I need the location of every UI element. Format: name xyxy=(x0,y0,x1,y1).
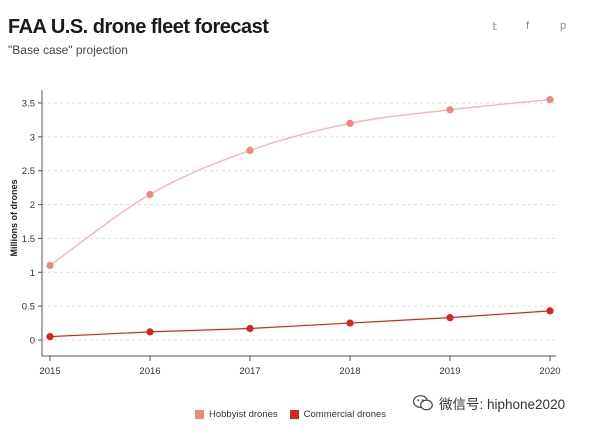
data-point-hobbyist[interactable] xyxy=(446,106,454,114)
chart-title: FAA U.S. drone fleet forecast xyxy=(8,16,269,38)
y-tick-label: 1 xyxy=(30,268,35,279)
y-tick-label: 0 xyxy=(30,336,35,347)
data-point-hobbyist[interactable] xyxy=(246,146,254,154)
chart-subtitle: "Base case" projection xyxy=(8,43,128,57)
legend-label-hobbyist: Hobbyist drones xyxy=(209,409,278,420)
data-point-commercial[interactable] xyxy=(446,314,454,322)
y-tick-labels: 0 0.5 1 1.5 2 2.5 3 3.5 xyxy=(22,99,42,347)
x-tick-labels: 2015 2016 2017 2018 2019 2020 xyxy=(39,356,561,377)
data-point-hobbyist[interactable] xyxy=(346,119,354,127)
data-point-commercial[interactable] xyxy=(546,307,554,315)
data-point-commercial[interactable] xyxy=(146,328,154,336)
data-point-commercial[interactable] xyxy=(246,324,254,333)
y-tick-label: 2.5 xyxy=(22,166,35,177)
y-tick-label: 2 xyxy=(30,200,35,211)
y-tick-label: 3.5 xyxy=(22,99,35,110)
grid-lines xyxy=(42,102,556,341)
y-tick-label: 0.5 xyxy=(22,302,35,313)
legend-item-commercial[interactable]: Commercial drones xyxy=(289,409,387,420)
x-tick-label: 2016 xyxy=(139,366,160,377)
y-tick-label: 3 xyxy=(30,132,35,143)
axes xyxy=(41,90,556,357)
x-tick-label: 2018 xyxy=(339,366,360,377)
data-point-hobbyist[interactable] xyxy=(146,190,154,199)
twitter-icon[interactable]: 𝕥 xyxy=(492,21,498,33)
series-line-hobbyist xyxy=(49,98,551,267)
x-tick-label: 2019 xyxy=(439,366,460,377)
legend-item-hobbyist[interactable]: Hobbyist drones xyxy=(195,409,278,420)
data-point-commercial[interactable] xyxy=(46,333,54,341)
x-tick-label: 2020 xyxy=(539,366,560,377)
wechat-icon xyxy=(413,395,433,411)
legend-swatch-hobbyist xyxy=(195,410,204,419)
data-point-hobbyist[interactable] xyxy=(46,261,54,270)
y-tick-label: 1.5 xyxy=(22,234,35,245)
x-tick-label: 2015 xyxy=(39,366,60,377)
data-point-hobbyist[interactable] xyxy=(546,96,554,104)
watermark: 微信号: hiphone2020 xyxy=(413,393,565,413)
data-point-commercial[interactable] xyxy=(346,319,354,327)
chart-legend: Hobbyist drones Commercial drones xyxy=(195,409,386,420)
legend-label-commercial: Commercial drones xyxy=(303,409,387,420)
legend-swatch-commercial xyxy=(289,410,299,419)
watermark-text: 微信号: hiphone2020 xyxy=(439,397,566,412)
series xyxy=(46,96,554,341)
x-tick-label: 2017 xyxy=(239,366,260,377)
pinterest-icon[interactable]: p xyxy=(560,20,567,32)
facebook-icon[interactable]: f xyxy=(526,20,530,32)
y-axis-label: Millions of drones xyxy=(9,179,19,256)
series-line-commercial xyxy=(49,310,551,338)
